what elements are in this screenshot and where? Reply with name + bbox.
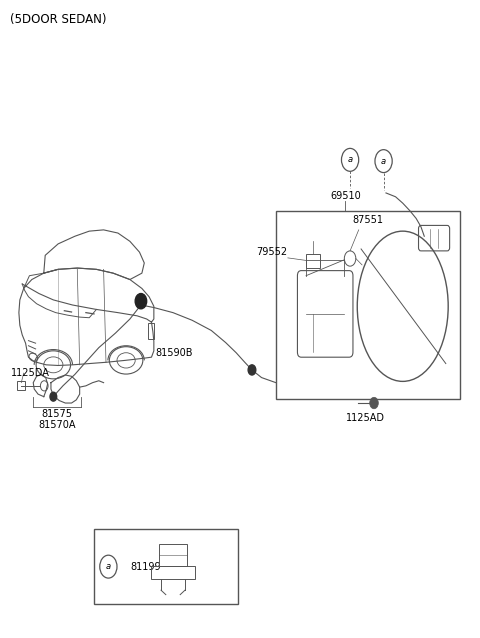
Circle shape: [248, 365, 256, 375]
Bar: [94, 529, 238, 604]
Bar: [17, 382, 25, 390]
Circle shape: [50, 392, 57, 401]
Bar: [158, 544, 187, 566]
Text: (5DOOR SEDAN): (5DOOR SEDAN): [10, 13, 107, 26]
Text: 81590B: 81590B: [155, 348, 192, 358]
Bar: [152, 566, 194, 579]
Circle shape: [370, 397, 378, 409]
Bar: [148, 323, 154, 339]
Text: 81570A: 81570A: [38, 420, 76, 429]
Bar: [306, 254, 321, 268]
Text: 79552: 79552: [256, 247, 287, 256]
Bar: [276, 211, 460, 399]
Circle shape: [135, 293, 147, 309]
Text: 1125AD: 1125AD: [346, 413, 385, 423]
Text: a: a: [381, 156, 386, 166]
Text: 81575: 81575: [42, 410, 72, 419]
Text: 1125DA: 1125DA: [11, 368, 50, 378]
Text: 69510: 69510: [330, 191, 360, 201]
Text: 81199: 81199: [130, 561, 160, 572]
Text: a: a: [106, 562, 111, 571]
Text: 87551: 87551: [353, 215, 384, 225]
Text: a: a: [348, 155, 353, 165]
